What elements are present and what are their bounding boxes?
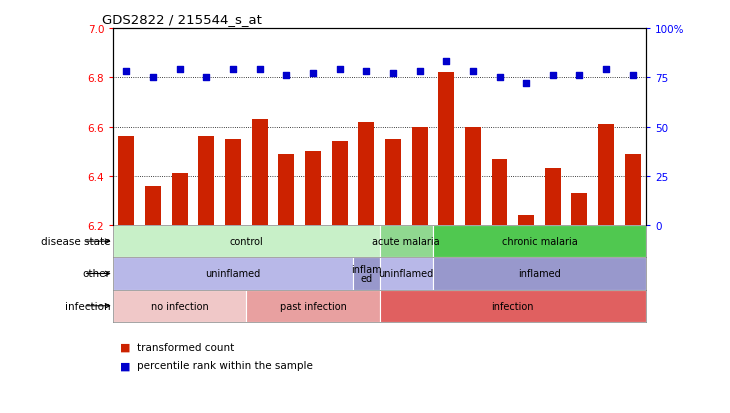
Point xyxy=(174,67,185,74)
Bar xyxy=(305,152,321,225)
Text: disease state: disease state xyxy=(41,237,110,247)
Point xyxy=(361,69,372,76)
Text: control: control xyxy=(229,237,264,247)
Bar xyxy=(278,154,294,225)
Text: acute malaria: acute malaria xyxy=(372,237,440,247)
Bar xyxy=(380,290,646,322)
Point xyxy=(574,73,585,79)
Bar xyxy=(113,258,353,290)
Bar xyxy=(225,140,241,225)
Bar xyxy=(518,216,534,225)
Bar xyxy=(545,169,561,225)
Text: transformed count: transformed count xyxy=(137,342,234,352)
Bar xyxy=(572,194,588,225)
Bar xyxy=(358,122,374,225)
Text: ■: ■ xyxy=(120,342,131,352)
Bar xyxy=(380,258,433,290)
Bar xyxy=(380,225,433,258)
Bar xyxy=(598,125,614,225)
Point xyxy=(334,67,345,74)
Bar xyxy=(465,127,481,225)
Point xyxy=(467,69,479,76)
Point xyxy=(414,69,426,76)
Bar xyxy=(145,186,161,225)
Bar xyxy=(625,154,641,225)
Text: inflamed: inflamed xyxy=(518,269,561,279)
Text: past infection: past infection xyxy=(280,301,347,311)
Bar xyxy=(491,159,507,225)
Point xyxy=(493,75,505,81)
Text: no infection: no infection xyxy=(151,301,209,311)
Point xyxy=(227,67,239,74)
Text: percentile rank within the sample: percentile rank within the sample xyxy=(137,361,312,370)
Text: infection: infection xyxy=(491,301,534,311)
Bar xyxy=(247,290,380,322)
Point xyxy=(120,69,132,76)
Bar xyxy=(433,225,646,258)
Bar xyxy=(113,225,380,258)
Bar xyxy=(172,174,188,225)
Point xyxy=(627,73,639,79)
Bar xyxy=(353,258,380,290)
Point xyxy=(600,67,612,74)
Point xyxy=(280,73,292,79)
Point xyxy=(520,81,532,87)
Bar xyxy=(433,258,646,290)
Bar xyxy=(412,127,428,225)
Point xyxy=(547,73,558,79)
Text: uninflamed: uninflamed xyxy=(379,269,434,279)
Bar xyxy=(385,140,401,225)
Text: GDS2822 / 215544_s_at: GDS2822 / 215544_s_at xyxy=(102,13,262,26)
Bar xyxy=(331,142,347,225)
Point xyxy=(440,59,452,66)
Bar xyxy=(252,120,268,225)
Text: infection: infection xyxy=(65,301,110,311)
Bar xyxy=(199,137,215,225)
Text: chronic malaria: chronic malaria xyxy=(502,237,577,247)
Text: uninflamed: uninflamed xyxy=(205,269,261,279)
Point xyxy=(307,71,319,77)
Point xyxy=(254,67,266,74)
Text: ■: ■ xyxy=(120,361,131,370)
Bar xyxy=(118,137,134,225)
Bar xyxy=(113,290,247,322)
Point xyxy=(201,75,212,81)
Text: inflam
ed: inflam ed xyxy=(351,264,382,283)
Point xyxy=(147,75,159,81)
Text: other: other xyxy=(82,269,110,279)
Bar xyxy=(438,73,454,225)
Point xyxy=(387,71,399,77)
